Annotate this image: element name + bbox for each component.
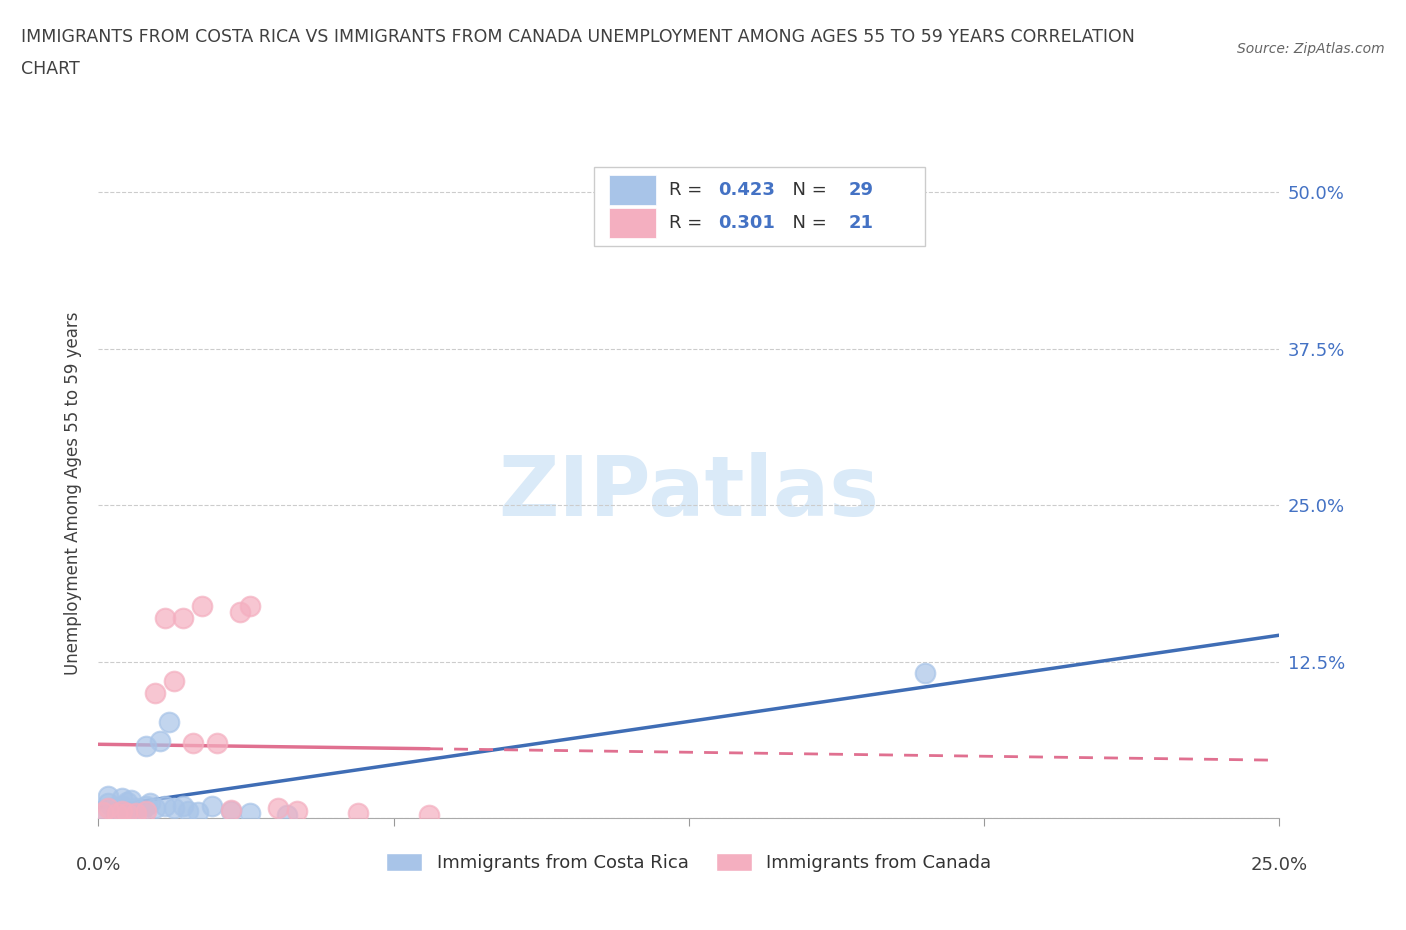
- Point: [181, 736, 204, 751]
- Point: [139, 796, 162, 811]
- Point: [111, 790, 134, 805]
- FancyBboxPatch shape: [595, 167, 925, 246]
- Point: [153, 799, 176, 814]
- Text: IMMIGRANTS FROM COSTA RICA VS IMMIGRANTS FROM CANADA UNEMPLOYMENT AMONG AGES 55 : IMMIGRANTS FROM COSTA RICA VS IMMIGRANTS…: [21, 28, 1135, 46]
- Point: [205, 736, 228, 751]
- Point: [105, 804, 128, 818]
- Text: 29: 29: [848, 181, 873, 199]
- Point: [219, 804, 242, 818]
- Legend: Immigrants from Costa Rica, Immigrants from Canada: Immigrants from Costa Rica, Immigrants f…: [377, 844, 1001, 881]
- Point: [285, 804, 308, 818]
- Text: Source: ZipAtlas.com: Source: ZipAtlas.com: [1237, 42, 1385, 56]
- Point: [115, 803, 138, 817]
- Text: 0.301: 0.301: [718, 214, 775, 232]
- Point: [111, 799, 134, 814]
- FancyBboxPatch shape: [609, 208, 655, 238]
- Point: [115, 806, 138, 821]
- FancyBboxPatch shape: [609, 175, 655, 205]
- Point: [177, 804, 200, 818]
- Point: [135, 799, 157, 814]
- Point: [135, 804, 157, 818]
- Text: N =: N =: [782, 181, 832, 199]
- Point: [125, 806, 148, 821]
- Text: CHART: CHART: [21, 60, 80, 78]
- Point: [191, 598, 214, 613]
- Text: R =: R =: [669, 181, 707, 199]
- Point: [97, 789, 120, 804]
- Point: [97, 796, 120, 811]
- Point: [157, 714, 180, 729]
- Point: [105, 806, 128, 821]
- Point: [163, 673, 186, 688]
- Point: [121, 804, 143, 818]
- Point: [418, 807, 440, 822]
- Text: 0.423: 0.423: [718, 181, 775, 199]
- Point: [172, 611, 194, 626]
- Text: 25.0%: 25.0%: [1251, 856, 1308, 874]
- Point: [135, 738, 157, 753]
- Point: [129, 804, 152, 818]
- Point: [91, 804, 114, 819]
- Point: [143, 685, 166, 700]
- Point: [97, 801, 120, 816]
- Point: [163, 801, 186, 816]
- Text: 0.0%: 0.0%: [76, 856, 121, 874]
- Point: [91, 803, 114, 817]
- Point: [149, 734, 172, 749]
- Point: [187, 804, 209, 819]
- Point: [239, 598, 262, 613]
- Point: [914, 666, 936, 681]
- Point: [267, 801, 290, 816]
- Point: [125, 801, 148, 816]
- Point: [347, 806, 370, 821]
- Point: [172, 799, 194, 814]
- Point: [111, 804, 134, 818]
- Point: [153, 611, 176, 626]
- Point: [239, 806, 262, 821]
- Point: [115, 794, 138, 809]
- Text: 21: 21: [848, 214, 873, 232]
- Text: N =: N =: [782, 214, 832, 232]
- Point: [219, 803, 242, 817]
- Y-axis label: Unemployment Among Ages 55 to 59 years: Unemployment Among Ages 55 to 59 years: [65, 312, 83, 674]
- Point: [101, 801, 124, 816]
- Point: [201, 799, 224, 814]
- Text: R =: R =: [669, 214, 707, 232]
- Point: [229, 604, 252, 619]
- Text: ZIPatlas: ZIPatlas: [499, 452, 879, 534]
- Point: [276, 807, 298, 822]
- Point: [143, 801, 166, 816]
- Point: [121, 792, 143, 807]
